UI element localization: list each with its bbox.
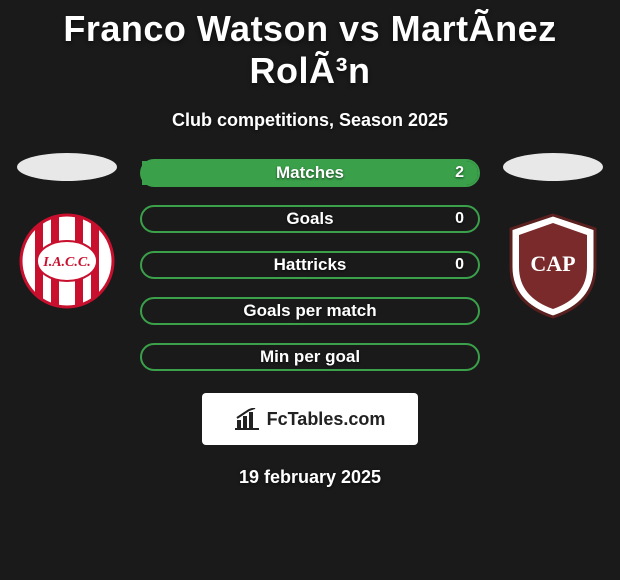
subtitle: Club competitions, Season 2025 <box>0 110 620 131</box>
stats-column: Matches 2 Goals 0 Hattricks 0 Goals per … <box>140 159 480 371</box>
branding-box: FcTables.com <box>202 393 418 445</box>
stat-label: Hattricks <box>274 255 347 275</box>
left-player-avatar <box>17 153 117 181</box>
stat-right-value: 0 <box>455 256 464 274</box>
right-club-badge-text: CAP <box>530 251 575 276</box>
right-player-column: CAP <box>498 159 608 326</box>
left-player-column: I.A.C.C. <box>12 159 122 316</box>
date-line: 19 february 2025 <box>0 467 620 488</box>
stat-row-goals-per-match: Goals per match <box>140 297 480 325</box>
bar-chart-icon <box>235 408 261 430</box>
left-club-badge: I.A.C.C. <box>17 211 117 316</box>
stat-row-min-per-goal: Min per goal <box>140 343 480 371</box>
stat-row-matches: Matches 2 <box>140 159 480 187</box>
stat-label: Goals <box>286 209 333 229</box>
stat-label: Min per goal <box>260 347 360 367</box>
stat-row-goals: Goals 0 <box>140 205 480 233</box>
right-club-badge: CAP <box>503 211 603 326</box>
stat-label: Matches <box>276 163 344 183</box>
stat-right-value: 0 <box>455 210 464 228</box>
stat-right-value: 2 <box>455 164 464 182</box>
stat-row-hattricks: Hattricks 0 <box>140 251 480 279</box>
branding-text: FcTables.com <box>267 409 386 430</box>
right-player-avatar <box>503 153 603 181</box>
left-club-badge-text: I.A.C.C. <box>42 255 90 270</box>
page-title: Franco Watson vs MartÃ­nez RolÃ³n <box>0 8 620 92</box>
stat-label: Goals per match <box>243 301 376 321</box>
